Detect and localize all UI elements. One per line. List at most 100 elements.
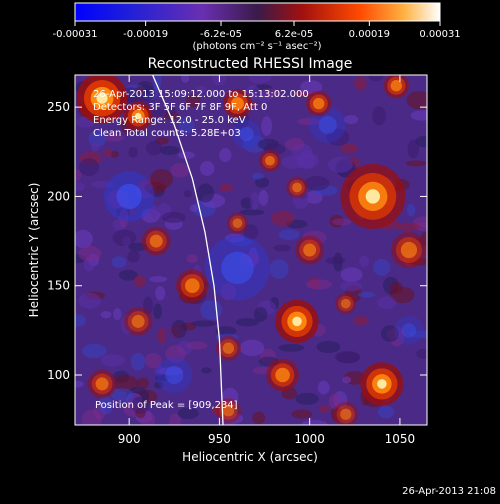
texture-blob [81,343,107,359]
hotspot-inner [265,155,275,166]
texture-blob [100,311,112,319]
texture-blob [136,377,150,389]
plot-frame [74,74,428,426]
texture-blob [153,303,162,320]
colorbar-tick-label: -0.00019 [123,29,168,40]
texture-blob [242,135,267,153]
texture-blob [410,110,427,121]
texture-blob [185,94,201,108]
texture-blob [271,210,295,227]
texture-blob [178,117,195,134]
colorbar [74,2,441,22]
texture-blob [120,314,134,334]
colorbar-label: (photons cm⁻² s⁻¹ asec⁻²) [192,41,321,52]
texture-blob [186,341,208,350]
hotspot-inner [313,97,325,110]
texture-blob [161,211,186,223]
texture-blob [181,75,190,83]
texture-blob [318,405,331,413]
x-axis-label: Heliocentric X (arcsec) [182,450,318,464]
texture-blob [253,307,268,322]
cold-spot-core [401,323,417,338]
peak-position-label: Position of Peak = [909,234] [95,400,238,411]
hotspot-inner [303,243,317,257]
cold-spot-core [165,365,184,385]
x-tick-label: 1000 [294,432,325,446]
texture-blob [183,190,192,198]
texture-blob [343,114,359,125]
texture-blob [316,340,341,353]
texture-blob [328,394,341,410]
hotspot-inner [222,342,235,354]
texture-blob [75,229,93,249]
annotation-clean-counts: Clean Total counts: 5.28E+03 [93,128,241,139]
cold-spot-core [116,183,142,210]
solar-limb-line [152,75,224,425]
texture-blob [340,267,363,283]
texture-blob [217,412,244,425]
texture-blob [157,367,184,376]
hotspot-core [96,92,108,104]
texture-blob [300,80,323,95]
y-tick-label: 150 [47,279,70,293]
texture-blob [330,406,343,422]
texture-blob [186,254,198,264]
texture-blob [235,318,259,327]
texture-blob [83,258,95,272]
texture-blob [113,308,122,321]
texture-blob [78,245,102,262]
y-axis-label: Heliocentric Y (arcsec) [27,183,41,318]
texture-blob [149,276,168,283]
texture-blob [291,409,313,419]
texture-blob [113,375,139,392]
texture-blob [292,189,310,209]
hotspot-inner [95,377,109,391]
texture-blob [239,253,261,266]
texture-blob [161,106,177,116]
texture-blob [297,117,321,126]
texture-blob [220,283,237,301]
texture-blob [251,172,264,180]
texture-blob [110,388,134,401]
texture-blob [336,352,360,364]
texture-blob [100,354,125,367]
texture-blob [200,161,215,176]
cold-spot-core [239,126,254,142]
texture-blob [372,106,387,126]
cold-spot [232,119,261,149]
texture-blob [136,86,145,95]
hotspot-inner [230,97,244,111]
hotspot-inner [149,234,163,248]
texture-blob [258,91,272,103]
texture-blob [159,145,180,155]
texture-blob [81,409,102,425]
texture-blob [155,374,170,382]
texture-blob [377,296,397,310]
texture-blob [317,380,330,395]
texture-blob [389,281,403,294]
axis-ticks: 900 950 1000 1050 100 150 200 250 [47,75,427,446]
texture-blob [306,279,333,290]
texture-blob [406,90,427,110]
y-tick-label: 100 [47,368,70,382]
texture-blob [170,163,190,178]
x-tick-label: 900 [118,432,141,446]
texture-blob [119,208,129,228]
texture-blob [396,222,421,231]
colorbar-tick-label: 6.2e-05 [275,29,313,40]
texture-blob [239,339,265,357]
texture-blob [149,205,159,218]
texture-blob [127,250,140,263]
render-timestamp: 26-Apr-2013 21:08 [402,486,496,497]
hotspot-core [377,379,387,389]
texture-blob [357,291,376,298]
texture-blob [112,229,137,247]
texture-blob [103,148,113,158]
colorbar-ticks: -0.00031 -0.00019 -6.2e-05 6.2e-05 0.00019 0.… [53,21,461,40]
texture-blob [134,274,146,288]
colorbar-tick-label: 0.00031 [419,29,460,40]
hotspot-inner [340,298,351,309]
texture-blob [295,392,319,405]
texture-blob [248,75,272,84]
